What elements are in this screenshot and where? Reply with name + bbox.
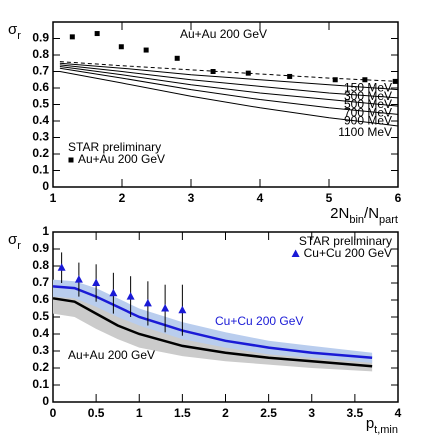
y-tick-label: 0.9 [32,241,49,255]
axis-label-part: bin [349,214,364,226]
axis-label-part: part [379,214,398,226]
data-point [94,31,100,37]
y-tick-label: 0.3 [32,343,49,357]
axis-label: σr [8,21,21,42]
curve-label: 500 MeV [344,97,392,111]
x-tick-label: 2.5 [260,406,277,420]
curve-label: 700 MeV [344,105,392,119]
data-point [245,70,251,76]
curve [59,64,399,99]
data-point [109,288,118,297]
axis-label-part: r [17,30,21,42]
y-tick-label: 0 [42,394,49,408]
legend-label: Au+Au 200 GeV [78,152,165,166]
y-tick-label: 0.8 [32,258,49,272]
y-tick-label: 0.8 [32,47,49,61]
y-tick-label: 0.4 [32,326,49,340]
data-point [126,292,135,300]
axis-label-part: 2N [330,205,349,222]
x-tick-label: 3 [308,406,315,420]
axis-label-part: /N [364,205,379,222]
x-tick-label: 5 [326,191,333,205]
y-tick-label: 0.2 [32,146,49,160]
y-tick-label: 0.1 [32,163,49,177]
data-point [178,305,187,314]
y-tick-label: 0.2 [32,360,49,374]
data-point [57,263,66,271]
curve [59,61,399,82]
data-point [174,55,180,61]
y-tick-label: 0.9 [32,31,49,45]
curve [52,297,373,368]
curve [59,62,399,91]
y-tick-label: 0.6 [32,292,49,306]
y-tick-label: 0.1 [32,377,49,391]
x-tick-label: 4 [257,191,264,205]
x-tick-label: 1 [50,191,57,205]
y-tick-label: 0.4 [32,113,49,127]
curve [59,66,399,107]
legend-label: Cu+Cu 200 GeV [304,246,392,260]
y-tick-label: 0.5 [32,309,49,323]
x-tick-label: 2 [222,406,229,420]
curve [59,71,399,127]
data-point [74,275,83,283]
data-point [118,44,124,50]
axis-label-part: σ [8,231,18,248]
axis-label-part: σ [8,21,18,38]
data-point [143,298,152,307]
curve [52,285,373,360]
axis-label-part: p [366,415,374,432]
axis-label: σr [8,231,21,252]
legend-marker [68,157,74,163]
data-point [143,47,149,53]
y-tick-label: 0.7 [32,275,49,289]
curve-label: 1100 MeV [338,125,392,139]
axis-label-part: r [17,240,21,252]
data-point [332,77,338,83]
y-tick-label: 0.7 [32,64,49,78]
y-tick-label: 1 [42,224,49,238]
x-tick-label: 0 [50,406,57,420]
x-tick-label: 2 [119,191,126,205]
data-point [362,77,368,83]
annotation: Cu+Cu 200 GeV [215,314,303,328]
x-tick-label: 1.5 [174,406,191,420]
axis-label: pt,min [366,415,398,436]
legend-title: STAR preliminary [299,234,392,248]
curve [59,67,399,115]
axis-label: 2Nbin/Npart [330,205,398,226]
x-tick-label: 3.5 [347,406,364,420]
axis-label-part: t,min [374,424,398,436]
x-tick-label: 4 [395,406,402,420]
data-point [92,278,101,286]
data-point [287,73,293,79]
legend-title: STAR preliminary [68,140,161,154]
annotation: Au+Au 200 GeV [180,27,267,41]
data-point [210,69,216,74]
x-tick-label: 1 [136,406,143,420]
y-tick-label: 0 [42,179,49,193]
y-tick-label: 0.5 [32,97,49,111]
y-tick-label: 0.6 [32,80,49,94]
x-tick-label: 6 [395,191,402,205]
x-tick-label: 0.5 [88,406,105,420]
data-point [69,34,75,40]
data-point [161,304,170,312]
x-tick-label: 3 [188,191,195,205]
annotation: Au+Au 200 GeV [68,348,155,362]
data-point [392,78,398,84]
legend-marker [291,249,300,257]
y-tick-label: 0.3 [32,130,49,144]
